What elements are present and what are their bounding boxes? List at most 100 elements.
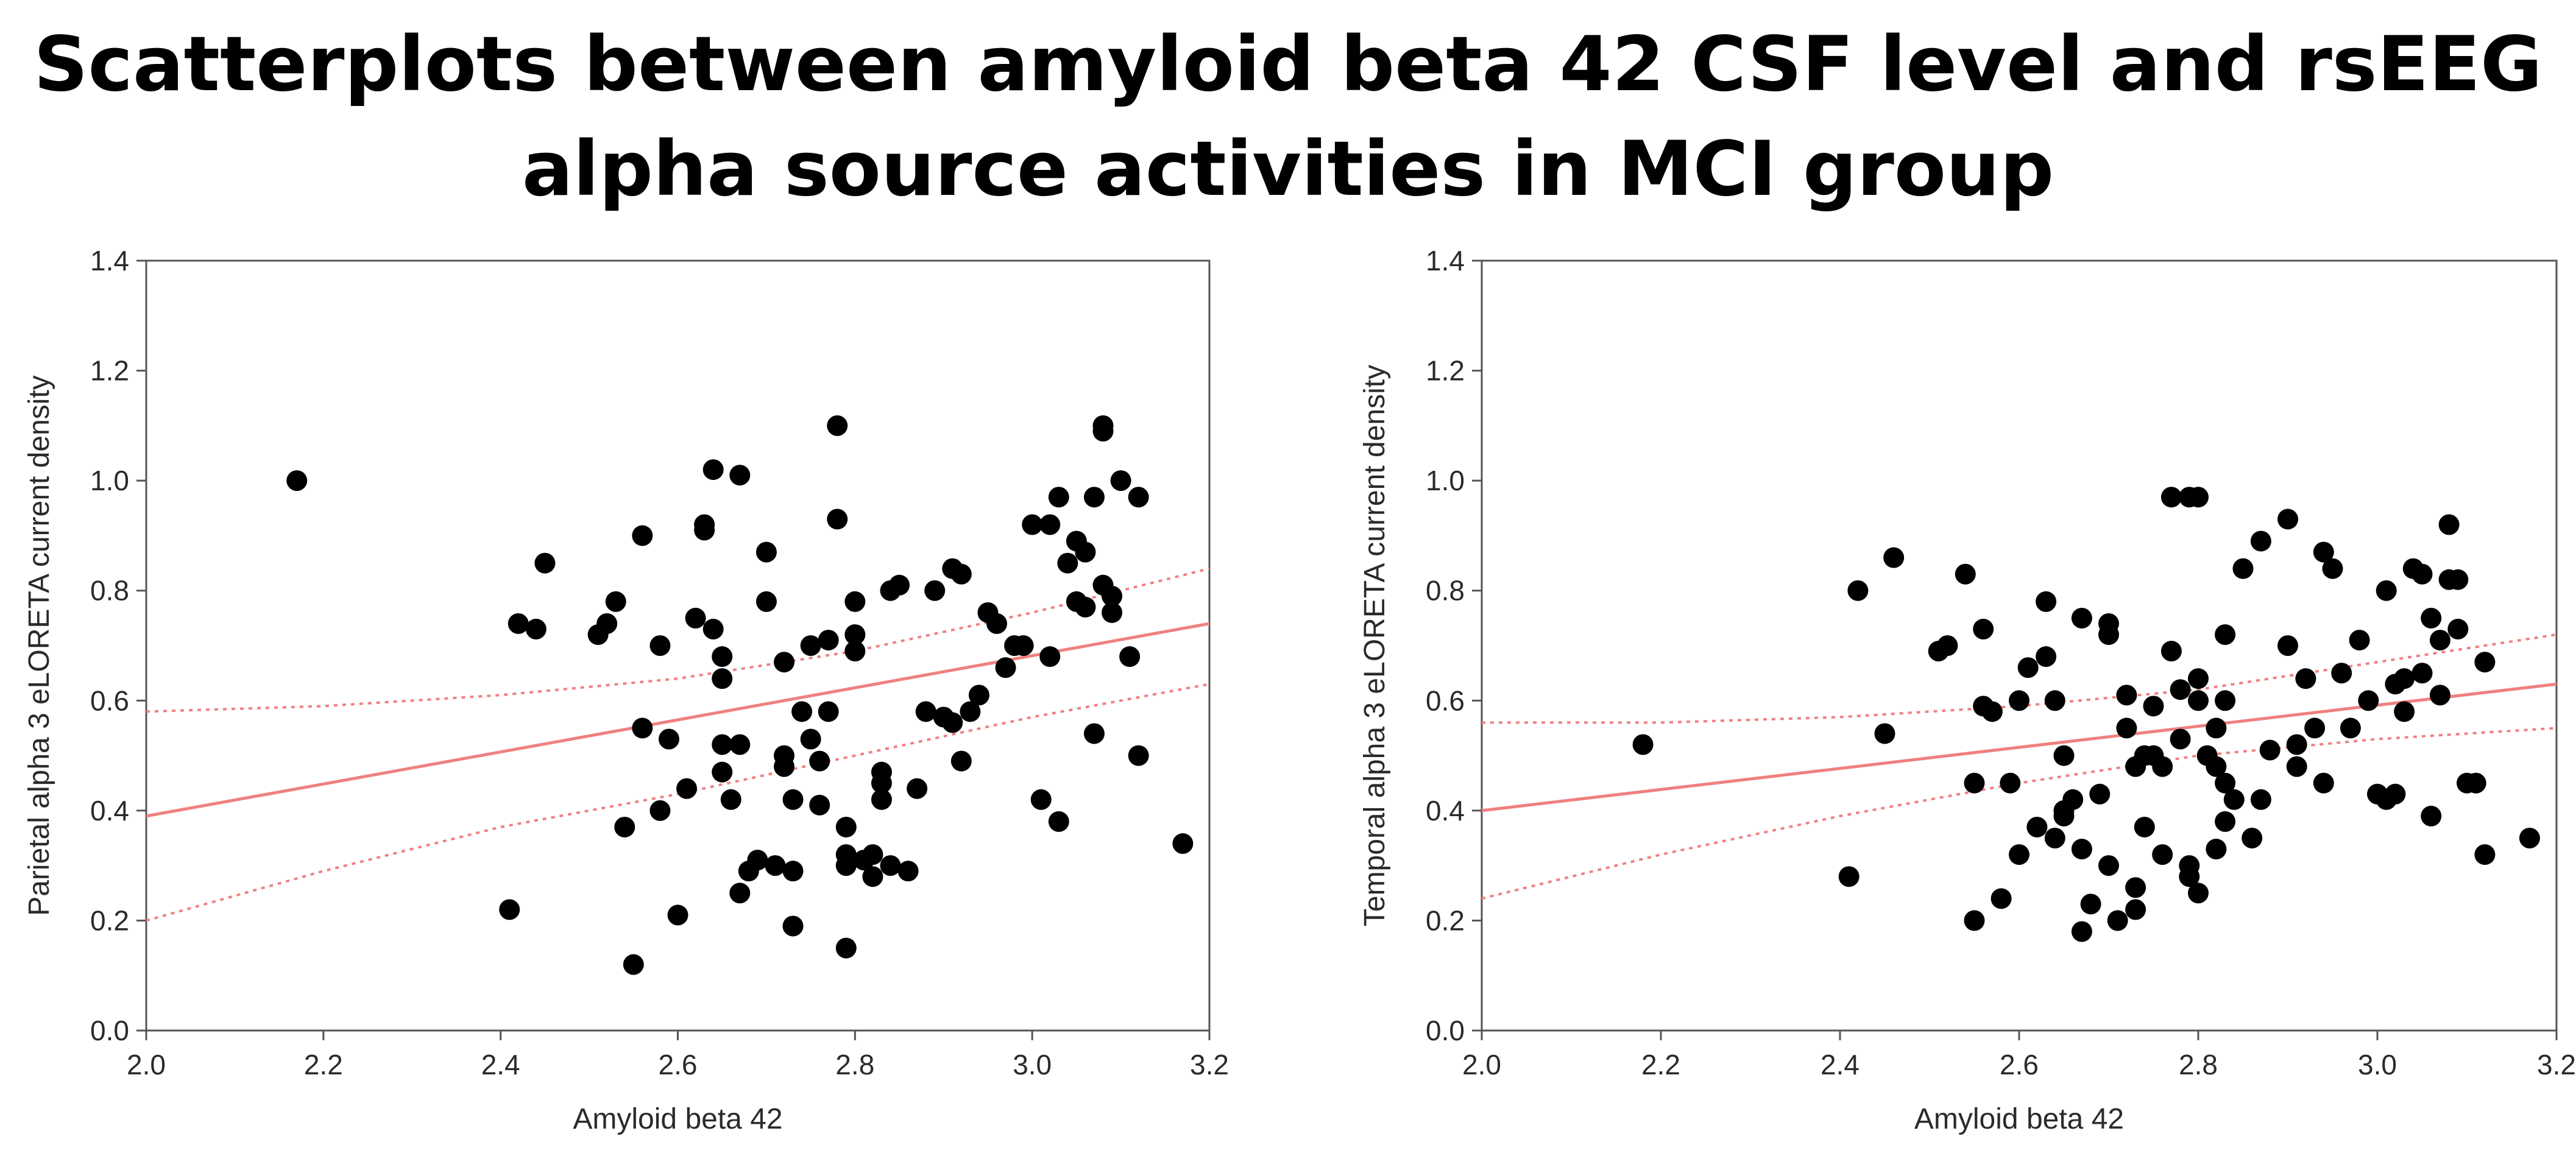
data-point (862, 866, 883, 887)
data-point (1075, 596, 1096, 618)
data-point (2277, 509, 2298, 530)
data-point (950, 750, 972, 772)
data-point (712, 646, 733, 668)
data-point (889, 574, 910, 596)
confidence-band-upper (146, 567, 1210, 713)
data-point (1874, 723, 1895, 744)
data-point (2277, 635, 2298, 656)
data-point (2036, 591, 2057, 612)
data-point (2206, 717, 2227, 739)
data-point (2036, 646, 2057, 668)
data-point (729, 734, 751, 755)
x-tick-label: 3.0 (1013, 1049, 1052, 1080)
y-tick-label: 0.8 (90, 575, 129, 607)
data-point (995, 657, 1016, 678)
data-point (774, 652, 794, 673)
data-point (712, 734, 733, 755)
x-tick-label: 3.2 (1190, 1049, 1229, 1080)
data-point (2295, 668, 2316, 689)
data-point (2385, 783, 2406, 805)
data-point (2286, 756, 2307, 777)
data-point (525, 618, 547, 640)
data-point (2188, 883, 2209, 904)
data-point (1883, 547, 1905, 568)
data-point (2215, 624, 2236, 645)
data-point (2438, 514, 2460, 535)
data-point (2044, 690, 2065, 711)
data-point (2116, 685, 2137, 706)
data-point (818, 629, 839, 650)
data-point (702, 459, 724, 481)
x-axis-label: Amyloid beta 42 (573, 1103, 782, 1135)
data-point (1013, 635, 1034, 656)
data-point (2411, 563, 2433, 585)
data-point (2179, 866, 2200, 887)
x-tick-label: 2.2 (304, 1049, 343, 1080)
data-point (2107, 910, 2128, 931)
data-point (2170, 728, 2191, 750)
title-line-2: alpha source activities in MCI group (522, 125, 2054, 213)
data-point (2250, 530, 2271, 552)
data-point (835, 937, 857, 959)
data-point (986, 613, 1007, 634)
data-point (2062, 789, 2084, 810)
data-point (827, 415, 848, 436)
data-point (614, 816, 635, 837)
data-point (2215, 772, 2236, 794)
data-point (818, 701, 839, 722)
data-point (844, 641, 866, 662)
data-point (2447, 618, 2469, 640)
data-point (2188, 487, 2209, 508)
data-point (2259, 739, 2281, 761)
x-tick-label: 2.4 (1821, 1049, 1859, 1080)
data-point (2071, 839, 2092, 860)
data-point (880, 855, 901, 876)
data-point (2313, 772, 2334, 794)
data-point (2000, 772, 2021, 794)
data-point (835, 816, 857, 837)
data-point (2340, 717, 2361, 739)
data-point (1083, 487, 1105, 508)
data-point (960, 701, 981, 722)
data-point (729, 883, 751, 904)
data-point (712, 668, 733, 689)
x-tick-label: 2.4 (481, 1049, 520, 1080)
y-tick-label: 1.4 (1426, 245, 1465, 277)
data-point (2447, 569, 2469, 590)
data-point (2053, 745, 2075, 766)
data-point (915, 701, 936, 722)
data-point (1083, 723, 1105, 744)
regression-line (146, 622, 1210, 818)
y-tick-label: 0.2 (1426, 904, 1465, 936)
data-point (2089, 783, 2111, 805)
y-tick-label: 0.0 (90, 1015, 129, 1046)
data-point (871, 761, 892, 783)
data-point (286, 470, 308, 492)
data-point (2286, 734, 2307, 755)
data-point (774, 756, 794, 777)
data-point (942, 712, 963, 733)
plot-frame (1481, 259, 2558, 1032)
data-point (968, 685, 989, 706)
data-point (1128, 487, 1149, 508)
y-tick-label: 0.4 (1426, 795, 1465, 826)
data-point (2152, 844, 2173, 865)
data-point (2080, 893, 2101, 915)
data-point (632, 525, 653, 546)
data-point (1057, 552, 1078, 574)
data-point (1955, 563, 1976, 585)
data-point (2098, 855, 2119, 876)
data-point (862, 844, 883, 865)
data-point (667, 904, 688, 926)
data-point (649, 635, 671, 656)
data-point (844, 591, 866, 612)
data-point (2376, 580, 2397, 601)
data-point (2465, 772, 2486, 794)
data-point (2394, 668, 2415, 689)
data-point (809, 794, 830, 816)
data-point (791, 701, 813, 722)
data-point (2394, 701, 2415, 722)
data-point (897, 861, 919, 882)
x-tick-label: 2.0 (1462, 1049, 1501, 1080)
data-point (2053, 805, 2075, 826)
